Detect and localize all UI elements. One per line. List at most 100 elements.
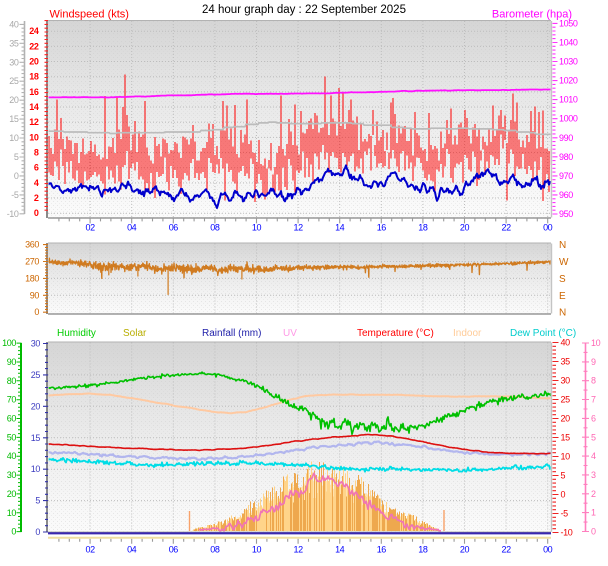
svg-text:18: 18: [29, 72, 39, 82]
svg-text:14: 14: [29, 102, 39, 112]
svg-text:16: 16: [377, 223, 387, 233]
svg-text:22: 22: [501, 545, 511, 555]
svg-text:0: 0: [34, 307, 39, 317]
svg-text:5: 5: [561, 471, 566, 481]
svg-text:10: 10: [591, 338, 601, 348]
svg-text:-10: -10: [7, 209, 19, 219]
svg-text:40: 40: [561, 338, 571, 348]
svg-text:0: 0: [35, 527, 40, 537]
svg-text:Barometer (hpa): Barometer (hpa): [492, 9, 572, 21]
svg-text:-5: -5: [561, 509, 569, 519]
svg-text:04: 04: [127, 545, 137, 555]
svg-text:10: 10: [9, 133, 19, 143]
svg-text:20: 20: [9, 95, 19, 105]
svg-text:Solar: Solar: [123, 328, 147, 339]
svg-text:Dew Point (°C): Dew Point (°C): [510, 328, 576, 339]
svg-text:12: 12: [29, 117, 39, 127]
svg-text:22: 22: [501, 223, 511, 233]
svg-text:08: 08: [210, 223, 220, 233]
svg-text:25: 25: [561, 395, 571, 405]
svg-text:20: 20: [561, 414, 571, 424]
svg-text:5: 5: [591, 432, 596, 442]
svg-text:0: 0: [34, 208, 39, 218]
svg-text:Windspeed (kts): Windspeed (kts): [50, 9, 129, 21]
svg-text:30: 30: [561, 376, 571, 386]
svg-text:24: 24: [29, 26, 39, 36]
svg-text:960: 960: [559, 190, 573, 200]
svg-text:950: 950: [559, 209, 573, 219]
svg-text:1030: 1030: [559, 57, 578, 67]
svg-text:3: 3: [591, 470, 596, 480]
svg-text:18: 18: [418, 545, 428, 555]
svg-text:20: 20: [31, 401, 41, 411]
svg-text:Indoor: Indoor: [453, 328, 482, 339]
svg-text:9: 9: [591, 357, 596, 367]
svg-text:20: 20: [460, 223, 470, 233]
svg-text:8: 8: [34, 148, 39, 158]
svg-text:08: 08: [210, 545, 220, 555]
svg-text:1040: 1040: [559, 37, 578, 47]
svg-text:8: 8: [591, 376, 596, 386]
svg-text:1: 1: [591, 508, 596, 518]
svg-text:4: 4: [34, 178, 39, 188]
svg-text:6: 6: [591, 413, 596, 423]
svg-text:270: 270: [25, 256, 39, 266]
svg-text:5: 5: [35, 496, 40, 506]
svg-text:100: 100: [2, 338, 16, 348]
svg-text:12: 12: [293, 223, 303, 233]
svg-text:00: 00: [543, 545, 553, 555]
svg-text:20: 20: [7, 489, 17, 499]
svg-text:02: 02: [85, 223, 95, 233]
svg-text:Rainfall (mm): Rainfall (mm): [202, 328, 261, 339]
svg-text:10: 10: [31, 464, 41, 474]
svg-text:980: 980: [559, 152, 573, 162]
svg-text:90: 90: [30, 290, 40, 300]
svg-text:180: 180: [25, 273, 39, 283]
svg-text:70: 70: [7, 395, 17, 405]
svg-text:7: 7: [591, 395, 596, 405]
svg-text:970: 970: [559, 171, 573, 181]
svg-text:80: 80: [7, 376, 17, 386]
svg-text:15: 15: [561, 433, 571, 443]
svg-text:-5: -5: [11, 190, 19, 200]
svg-text:20: 20: [460, 545, 470, 555]
svg-text:90: 90: [7, 357, 17, 367]
svg-text:0: 0: [11, 527, 16, 537]
svg-text:24 hour graph day : 22 Septemb: 24 hour graph day : 22 September 2025: [202, 4, 406, 16]
svg-text:06: 06: [169, 545, 179, 555]
svg-text:Humidity: Humidity: [57, 328, 96, 339]
svg-text:10: 10: [29, 132, 39, 142]
svg-text:10: 10: [252, 223, 262, 233]
svg-text:15: 15: [9, 114, 19, 124]
svg-text:N: N: [559, 308, 566, 319]
svg-text:2: 2: [591, 489, 596, 499]
svg-text:22: 22: [29, 41, 39, 51]
svg-text:20: 20: [29, 57, 39, 67]
svg-text:12: 12: [293, 545, 303, 555]
svg-text:1020: 1020: [559, 76, 578, 86]
svg-text:35: 35: [9, 38, 19, 48]
svg-text:0: 0: [591, 527, 596, 537]
svg-text:50: 50: [7, 432, 17, 442]
svg-text:15: 15: [31, 433, 41, 443]
svg-text:N: N: [559, 240, 566, 251]
svg-text:W: W: [559, 257, 569, 268]
svg-text:18: 18: [418, 223, 428, 233]
svg-text:14: 14: [335, 223, 345, 233]
svg-text:10: 10: [561, 452, 571, 462]
svg-text:1000: 1000: [559, 114, 578, 124]
svg-text:1050: 1050: [559, 18, 578, 28]
svg-text:30: 30: [9, 57, 19, 67]
svg-text:0: 0: [14, 171, 19, 181]
svg-text:40: 40: [9, 19, 19, 29]
svg-text:30: 30: [31, 339, 41, 349]
svg-text:UV: UV: [283, 328, 297, 339]
svg-text:0: 0: [561, 490, 566, 500]
svg-text:-10: -10: [561, 528, 573, 538]
svg-text:16: 16: [377, 545, 387, 555]
svg-text:30: 30: [7, 470, 17, 480]
svg-text:16: 16: [29, 87, 39, 97]
svg-text:Temperature (°C): Temperature (°C): [357, 328, 434, 339]
svg-text:4: 4: [591, 451, 596, 461]
svg-text:S: S: [559, 274, 566, 285]
